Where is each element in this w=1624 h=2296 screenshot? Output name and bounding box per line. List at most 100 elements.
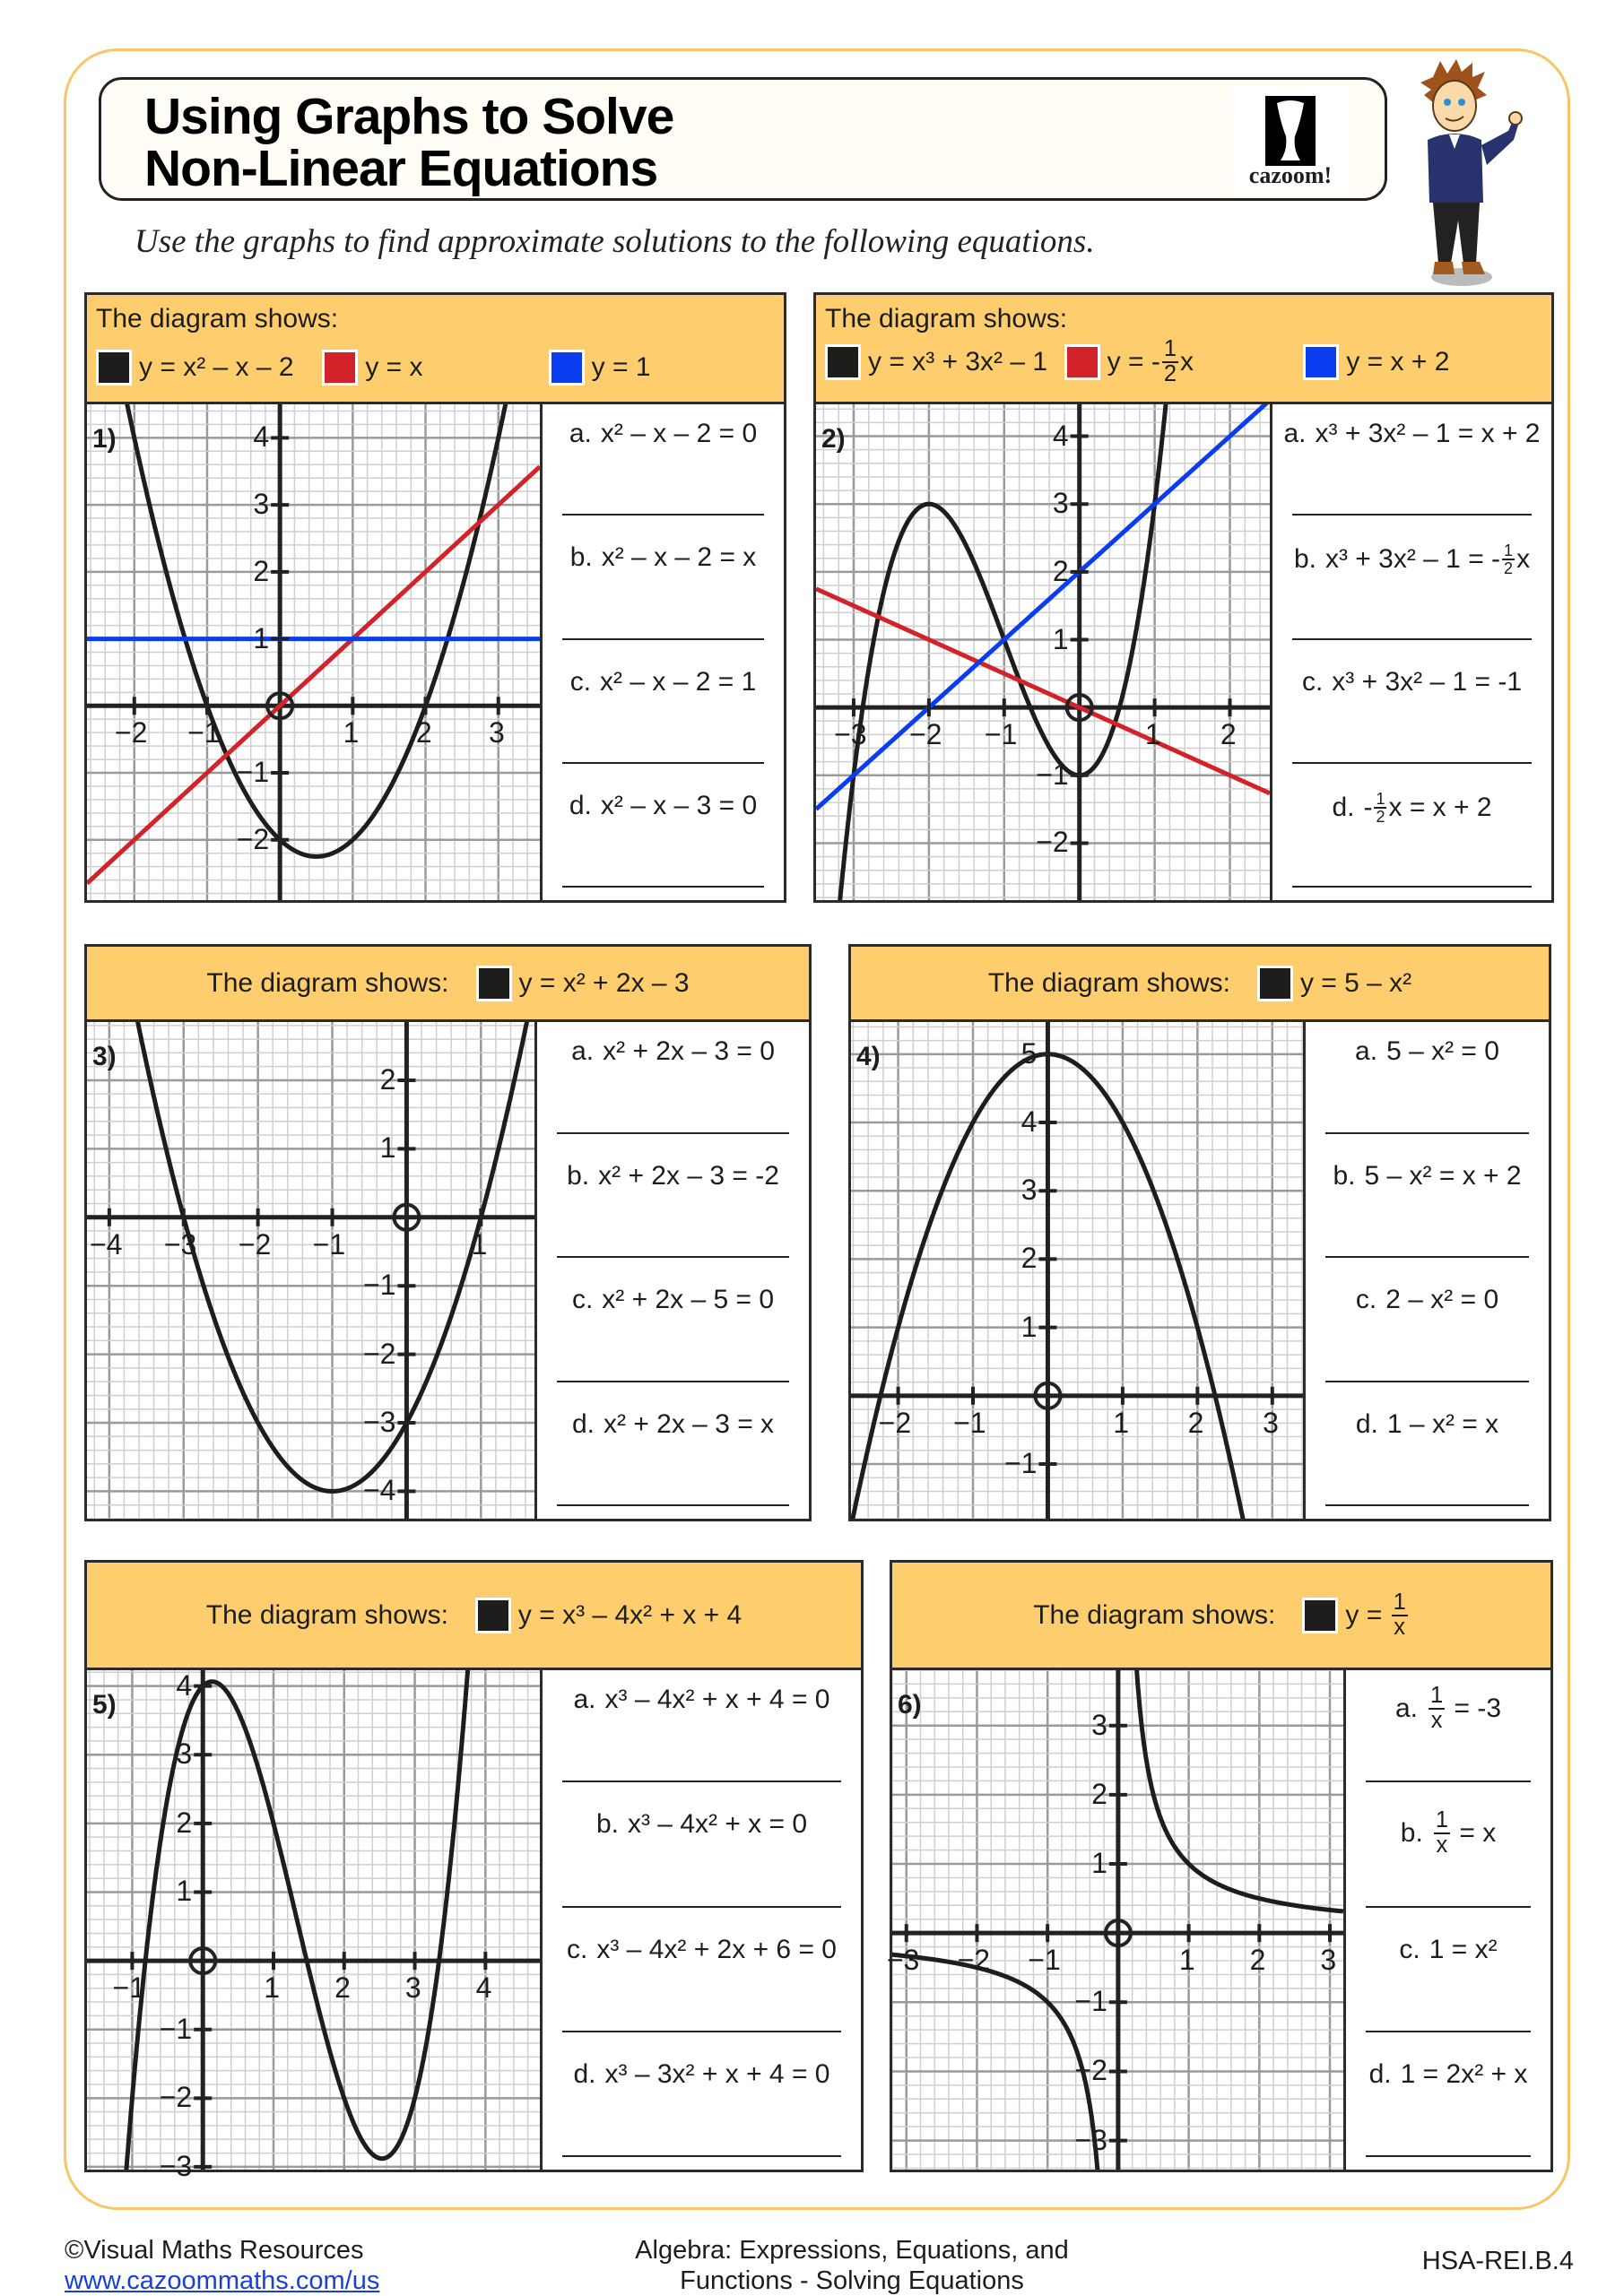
answer-line[interactable] [1366, 2128, 1531, 2157]
question-item: a. 1 x = -3 [1346, 1670, 1550, 1795]
question-item: b. x³ – 4x² + x = 0 [543, 1795, 861, 1919]
equation-text: 5 – x² = 0 [1386, 1036, 1499, 1066]
questions-column: a. x³ + 3x² – 1 = x + 2 b. x³ + 3x² – 1 = -… [1272, 404, 1551, 900]
question-number: 2) [821, 424, 846, 454]
question-item: a. 5 – x² = 0 [1306, 1022, 1549, 1147]
answer-line[interactable] [557, 1229, 789, 1258]
diagram-header: The diagram shows: y = x³ – 4x² + x + 4 [87, 1563, 861, 1670]
legend: y = x² – x – 2 y = x y = 1 [96, 350, 775, 386]
x-tick-label: 2 [1249, 1944, 1266, 1977]
equation-text: = x [1452, 1817, 1497, 1848]
answer-line[interactable] [562, 2128, 841, 2157]
question-text: c. x² + 2x – 5 = 0 [537, 1285, 809, 1315]
question-number: 5) [92, 1690, 117, 1720]
website-link[interactable]: www.cazoommaths.com/us [65, 2266, 380, 2295]
x-tick-label: −1 [312, 1227, 346, 1261]
question-item: b. x² – x – 2 = x [543, 528, 784, 652]
equation-text: x³ + 3x² – 1 = x + 2 [1315, 419, 1541, 448]
origin-circle-icon [1064, 693, 1094, 723]
answer-line[interactable] [1325, 1477, 1529, 1506]
question-text: d. x² + 2x – 3 = x [537, 1409, 809, 1440]
fraction-numerator: 1 [1374, 789, 1387, 809]
question-label: c. [1399, 1934, 1420, 1964]
y-tick-label: −3 [362, 1406, 396, 1439]
x-tick-label: 3 [1320, 1944, 1337, 1977]
x-tick-label: 3 [489, 716, 505, 749]
question-label: c. [1355, 1285, 1377, 1314]
question-item: b. x² + 2x – 3 = -2 [537, 1147, 809, 1271]
equation-text: x² – x – 2 = 0 [600, 419, 758, 448]
curve-1 [135, 1022, 530, 1494]
footer-topic: Algebra: Expressions, Equations, and Fun… [556, 2235, 1148, 2296]
question-label: a. [569, 419, 592, 448]
legend-item: y = x³ – 4x² + x + 4 [474, 1597, 742, 1633]
answer-line[interactable] [1366, 1879, 1531, 1908]
questions-column: a. x³ – 4x² + x + 4 = 0 b. x³ – 4x² + x = 0… [543, 1670, 861, 2170]
answer-line[interactable] [1325, 1229, 1529, 1258]
diagram-header-label: The diagram shows: [987, 967, 1230, 998]
equation-text: x² + 2x – 5 = 0 [602, 1285, 775, 1314]
equation-text: y = x [365, 352, 423, 382]
answer-line[interactable] [1292, 859, 1532, 888]
answer-line[interactable] [1366, 1754, 1531, 1783]
answer-line[interactable] [562, 735, 764, 764]
question-text: c. x³ + 3x² – 1 = -1 [1272, 667, 1551, 697]
answer-line[interactable] [1292, 611, 1532, 640]
answer-line[interactable] [1366, 2004, 1531, 2032]
equation-text: y = x² – x – 2 [139, 352, 294, 382]
question-item: b. 5 – x² = x + 2 [1306, 1147, 1549, 1271]
legend-swatch-icon [1303, 343, 1340, 380]
question-number: 1) [92, 424, 117, 454]
origin-circle-icon [1033, 1381, 1063, 1410]
answer-line[interactable] [1292, 735, 1532, 764]
questions-column: a. x² – x – 2 = 0 b. x² – x – 2 = x c. x² – x… [543, 404, 784, 900]
question-item: c. x³ + 3x² – 1 = -1 [1272, 653, 1551, 776]
answer-line[interactable] [557, 1105, 789, 1134]
answer-line[interactable] [1325, 1354, 1529, 1382]
curve-1 [124, 1670, 471, 2170]
x-tick-label: 1 [471, 1227, 488, 1261]
y-tick-label: 4 [176, 1668, 193, 1702]
question-label: c. [571, 1285, 594, 1314]
equation: y = x³ – 4x² + x + 4 [518, 1600, 742, 1631]
x-tick-label: 1 [1178, 1944, 1195, 1977]
answer-line[interactable] [557, 1477, 789, 1506]
answer-line[interactable] [562, 1879, 841, 1908]
question-item: d. 1 = 2x² + x [1346, 2045, 1550, 2170]
coordinate-grid [851, 1022, 1303, 1519]
x-tick-label: 1 [1113, 1406, 1130, 1439]
curve-2 [87, 464, 540, 886]
fraction-numerator: 1 [1428, 1683, 1446, 1710]
answer-line[interactable] [1292, 487, 1532, 516]
question-text: b. 1 x = x [1346, 1809, 1550, 1857]
legend-item: y = 5 – x² [1256, 965, 1411, 1001]
coordinate-grid [87, 1022, 534, 1519]
y-tick-label: 3 [253, 488, 270, 521]
answer-line[interactable] [562, 487, 764, 516]
equation: x² + 2x – 5 = 0 [602, 1285, 774, 1315]
y-tick-label: 4 [1052, 419, 1069, 452]
equation: x² – x – 2 = x [602, 542, 757, 573]
origin-circle-icon [265, 691, 295, 721]
title-box: Using Graphs to Solve Non-Linear Equatio… [99, 77, 1387, 201]
page-border [64, 48, 1570, 2210]
answer-line[interactable] [562, 859, 764, 888]
answer-line[interactable] [557, 1354, 789, 1382]
y-tick-label: 3 [1020, 1174, 1038, 1207]
answer-line[interactable] [562, 1754, 841, 1783]
equation-text: x³ – 3x² + x + 4 = 0 [604, 2058, 830, 2089]
diagram-header-label: The diagram shows: [96, 304, 339, 334]
answer-line[interactable] [562, 2004, 841, 2032]
answer-line[interactable] [562, 611, 764, 640]
x-tick-label: −2 [908, 718, 942, 751]
origin-circle-icon [392, 1202, 421, 1232]
answer-line[interactable] [1325, 1105, 1529, 1134]
topic-line-2: Functions - Solving Equations [680, 2266, 1024, 2295]
question-label: c. [569, 666, 592, 697]
curve-1 [892, 1670, 1343, 2170]
equation-text: x² + 2x – 3 = 0 [603, 1036, 775, 1066]
